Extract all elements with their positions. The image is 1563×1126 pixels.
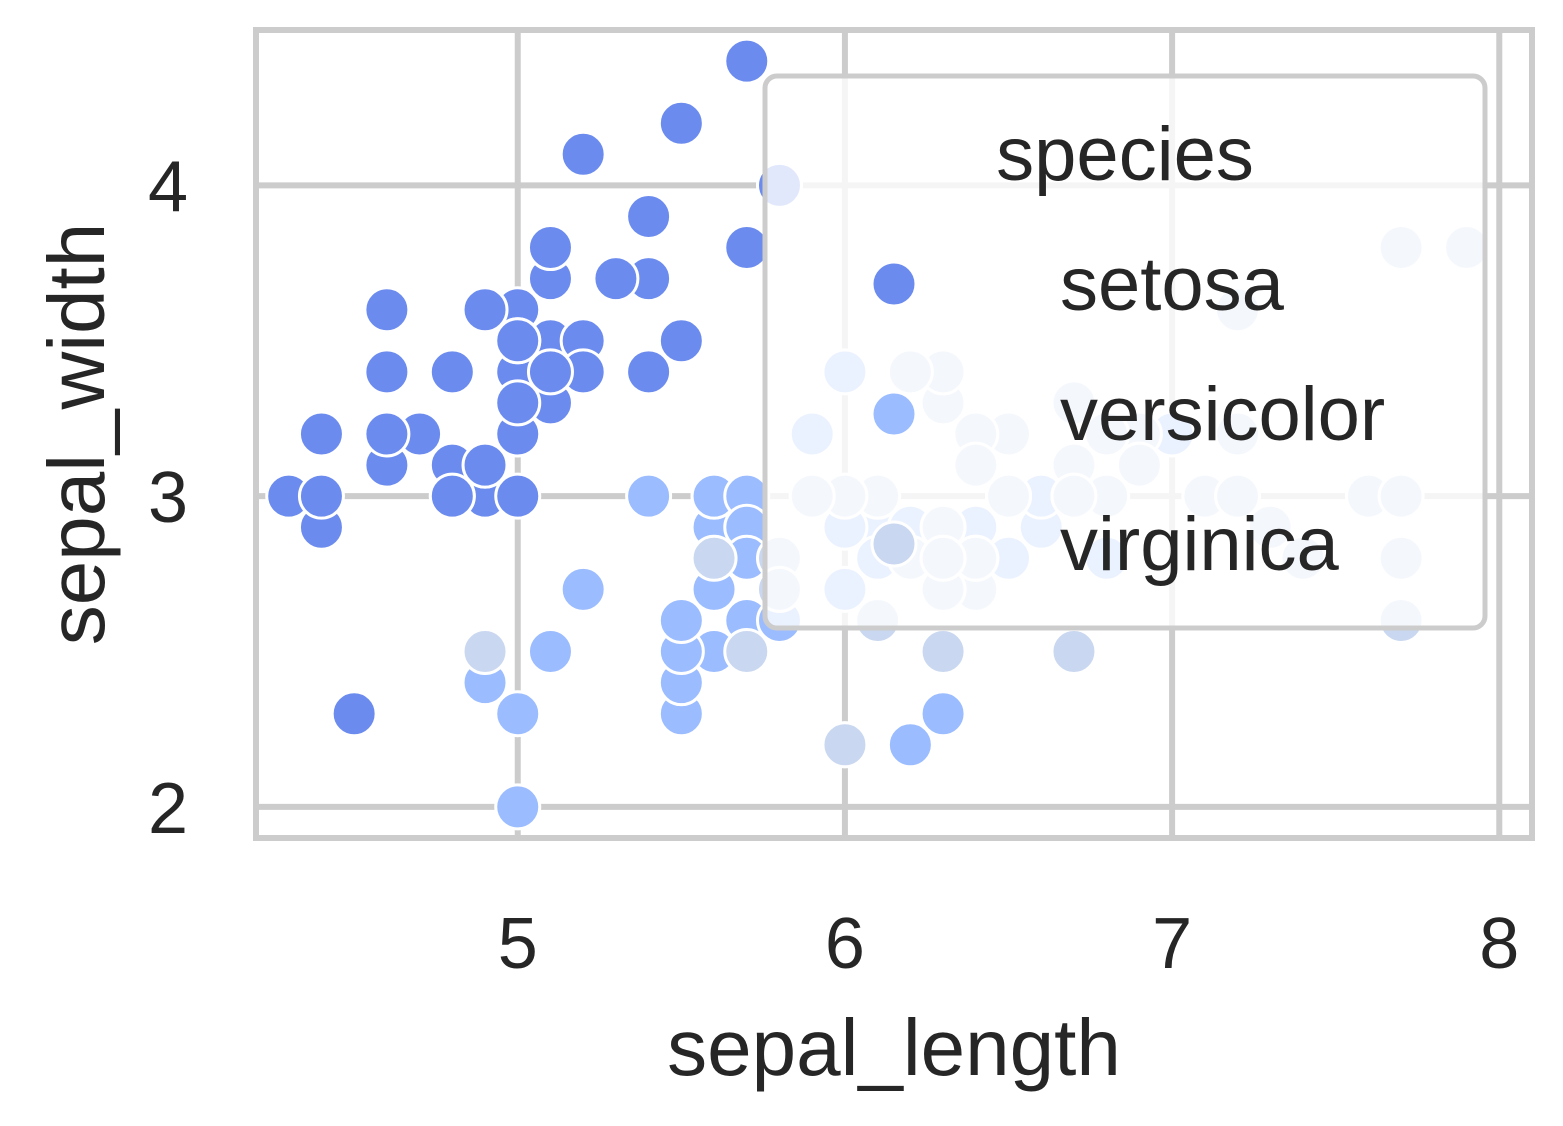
legend-marker-virginica xyxy=(870,520,918,568)
legend-title: species xyxy=(996,112,1254,197)
legend: species setosa versicolor virginica xyxy=(762,73,1488,631)
data-point-virginica xyxy=(821,721,869,769)
y-tick-label: 2 xyxy=(148,769,188,849)
y-tick-labels: 2 3 4 xyxy=(148,147,188,849)
data-point-setosa xyxy=(297,472,345,520)
data-point-virginica xyxy=(723,628,771,676)
data-point-setosa xyxy=(363,286,411,334)
x-tick-label: 7 xyxy=(1152,904,1192,984)
data-point-setosa xyxy=(494,379,542,427)
data-point-virginica xyxy=(919,628,967,676)
data-point-setosa xyxy=(363,410,411,458)
data-point-setosa xyxy=(461,286,509,334)
data-point-versicolor xyxy=(494,783,542,831)
y-tick-label: 3 xyxy=(148,458,188,538)
data-point-setosa xyxy=(657,317,705,365)
data-point-versicolor xyxy=(919,690,967,738)
data-point-setosa xyxy=(330,690,378,738)
data-point-setosa xyxy=(657,99,705,147)
legend-items: setosa versicolor virginica xyxy=(870,242,1385,587)
data-point-versicolor xyxy=(625,472,673,520)
data-point-setosa xyxy=(526,348,574,396)
data-point-setosa xyxy=(526,224,574,272)
data-point-setosa xyxy=(297,410,345,458)
data-point-virginica xyxy=(461,628,509,676)
data-point-setosa xyxy=(461,441,509,489)
data-point-setosa xyxy=(625,348,673,396)
data-point-setosa xyxy=(723,37,771,85)
data-point-versicolor xyxy=(559,565,607,613)
data-point-setosa xyxy=(428,472,476,520)
x-axis-label: sepal_length xyxy=(667,1003,1121,1092)
data-point-setosa xyxy=(494,472,542,520)
x-tick-label: 6 xyxy=(825,904,865,984)
legend-marker-setosa xyxy=(870,260,918,308)
data-point-setosa xyxy=(494,317,542,365)
legend-marker-versicolor xyxy=(870,390,918,438)
x-tick-label: 8 xyxy=(1479,904,1519,984)
legend-label-virginica: virginica xyxy=(1060,502,1339,587)
data-point-setosa xyxy=(592,255,640,303)
data-point-versicolor xyxy=(494,690,542,738)
y-tick-label: 4 xyxy=(148,147,188,227)
data-point-versicolor xyxy=(526,628,574,676)
data-point-setosa xyxy=(428,348,476,396)
legend-label-versicolor: versicolor xyxy=(1060,372,1385,457)
data-point-versicolor xyxy=(657,596,705,644)
data-point-setosa xyxy=(559,130,607,178)
plot-frame xyxy=(253,27,1535,841)
data-point-setosa xyxy=(625,192,673,240)
legend-label-setosa: setosa xyxy=(1060,242,1285,327)
data-point-setosa xyxy=(723,224,771,272)
legend-box xyxy=(762,73,1488,631)
x-tick-labels: 5 6 7 8 xyxy=(498,904,1520,984)
data-point-setosa xyxy=(363,348,411,396)
x-tick-label: 5 xyxy=(498,904,538,984)
y-axis-label: sepal_width xyxy=(32,223,121,646)
data-point-virginica xyxy=(690,534,738,582)
data-point-virginica xyxy=(1050,628,1098,676)
data-point-versicolor xyxy=(886,721,934,769)
